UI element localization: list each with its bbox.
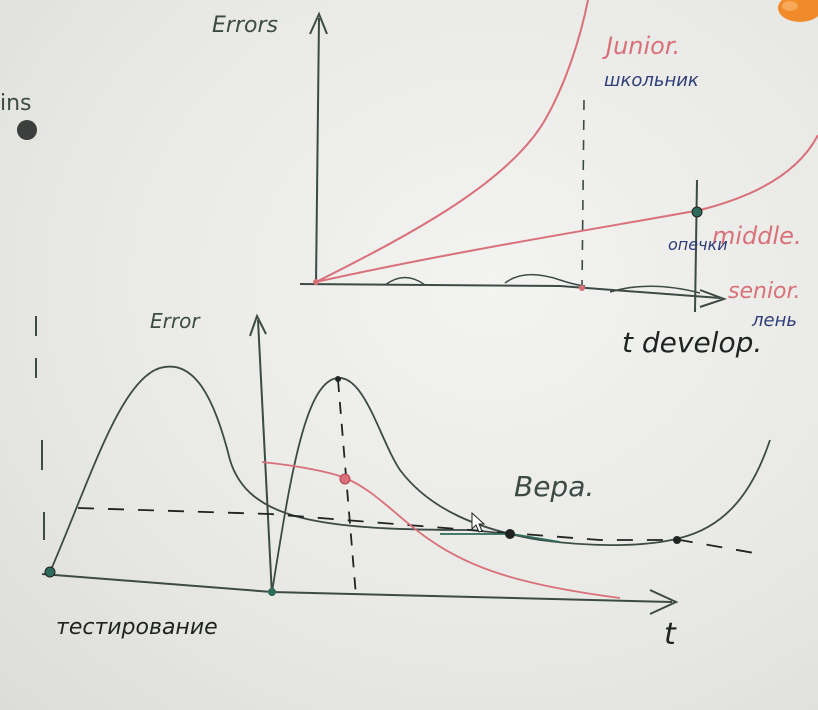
dashed-level-line bbox=[77, 507, 761, 555]
bottom-x-axis-arrow bbox=[649, 589, 679, 615]
origin-left-point bbox=[44, 566, 56, 578]
orange-marker-icon bbox=[778, 0, 818, 22]
right-point bbox=[673, 536, 681, 544]
red-point bbox=[339, 473, 351, 485]
middle-point bbox=[691, 206, 703, 218]
second-peak-curve bbox=[271, 377, 771, 593]
red-decay-curve bbox=[261, 461, 621, 599]
series-middle-subtitle: опечки bbox=[668, 235, 728, 254]
cross-point bbox=[505, 529, 515, 539]
series-junior-label: Junior. bbox=[602, 32, 680, 60]
top-y-axis bbox=[315, 17, 320, 285]
mouse-cursor-icon bbox=[471, 511, 486, 533]
junior-curve bbox=[315, 0, 589, 283]
top-y-axis-arrow bbox=[309, 11, 328, 35]
top-y-axis-label: Errors bbox=[212, 13, 278, 38]
bottom-origin-point bbox=[268, 588, 276, 596]
origin-point bbox=[313, 279, 319, 285]
middle-curve bbox=[315, 134, 818, 283]
bottom-x-axis-label: t bbox=[664, 617, 677, 652]
bottom-y-axis-label: Error bbox=[150, 309, 201, 333]
middle-vertical-line bbox=[694, 179, 698, 313]
first-peak-curve bbox=[49, 365, 511, 573]
junior-limit-dashed bbox=[581, 99, 585, 289]
bottom-y-axis-arrow bbox=[249, 313, 267, 337]
note-text: Вера. bbox=[514, 470, 594, 503]
peak-dashed-vertical bbox=[337, 379, 357, 597]
top-bump-1 bbox=[384, 276, 426, 286]
bottom-x-axis bbox=[41, 573, 673, 603]
series-senior-label: senior. bbox=[728, 279, 801, 304]
top-x-axis-label: t develop. bbox=[622, 326, 762, 359]
bottom-caption: тестирование bbox=[56, 615, 218, 640]
junior-limit-point bbox=[579, 285, 585, 291]
bottom-y-axis bbox=[257, 319, 273, 597]
series-junior-subtitle: школьник bbox=[604, 70, 699, 91]
bottom-chart: Error t тестирование Вера. bbox=[35, 309, 771, 652]
series-senior-subtitle: лень bbox=[751, 310, 797, 331]
top-x-axis-arrow bbox=[699, 289, 727, 308]
peak-point bbox=[335, 376, 341, 382]
left-edge-text: ins bbox=[0, 91, 32, 116]
left-edge-dot bbox=[17, 120, 37, 140]
top-chart: Errors t develop. Junior. школьник middl… bbox=[212, 0, 818, 359]
series-middle-label: middle. bbox=[712, 222, 802, 250]
top-bump-3 bbox=[609, 285, 701, 294]
top-bump-2 bbox=[504, 274, 586, 287]
